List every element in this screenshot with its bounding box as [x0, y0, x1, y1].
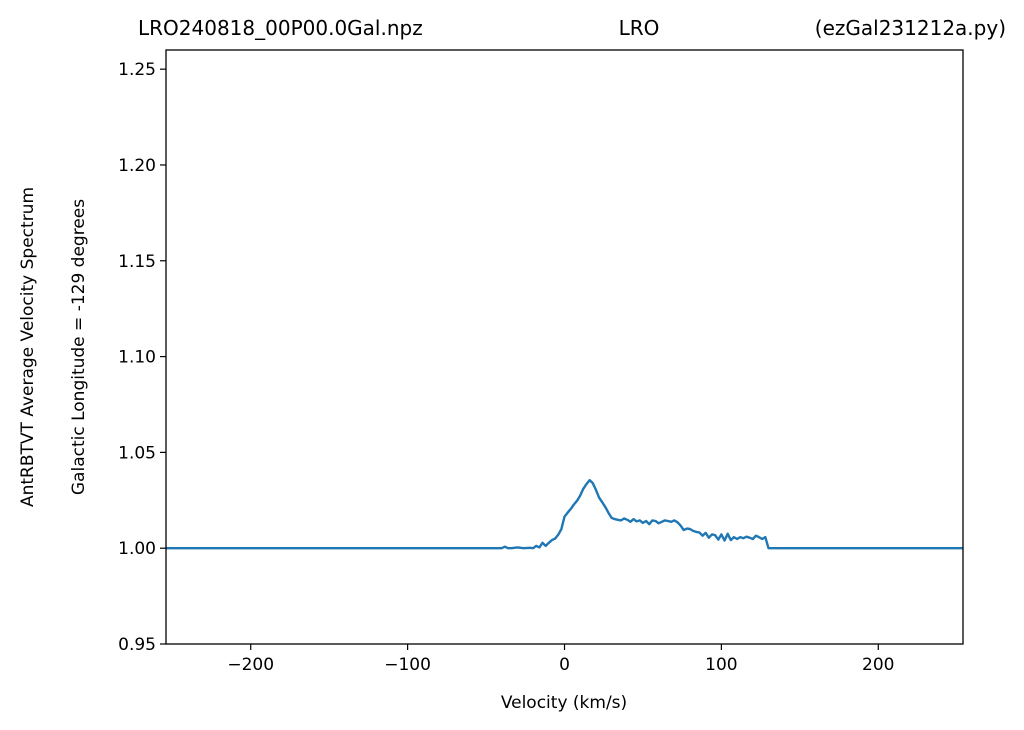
y-axis-label-line2: Galactic Longitude = -129 degrees [69, 199, 89, 495]
x-axis-label: Velocity (km/s) [501, 693, 627, 713]
x-tick-label: −200 [227, 655, 274, 675]
x-tick-label: 0 [559, 655, 570, 675]
series-group [166, 479, 963, 550]
y-tick-label: 1.25 [118, 60, 156, 80]
y-axis-ticks: 0.95 1.00 1.05 1.10 1.15 1.20 1.25 [118, 60, 166, 655]
x-tick-label: 100 [705, 655, 737, 675]
y-axis-label-line1: AntRBTVT Average Velocity Spectrum [18, 187, 38, 507]
x-tick-label: −100 [384, 655, 431, 675]
y-tick-label: 1.20 [118, 156, 156, 176]
y-tick-label: 1.00 [118, 539, 156, 559]
plot-frame [165, 49, 964, 645]
chart-title-center: LRO [619, 16, 660, 40]
y-tick-label: 1.05 [118, 443, 156, 463]
y-tick-label: 0.95 [118, 635, 156, 655]
chart-title-left: LRO240818_00P00.0Gal.npz [138, 16, 423, 40]
y-tick-label: 1.10 [118, 348, 156, 368]
series-line [166, 479, 963, 550]
chart-title-right: (ezGal231212a.py) [815, 16, 1006, 40]
x-tick-label: 200 [862, 655, 894, 675]
y-tick-label: 1.15 [118, 252, 156, 272]
x-axis-ticks: −200 −100 0 100 200 [227, 644, 895, 675]
